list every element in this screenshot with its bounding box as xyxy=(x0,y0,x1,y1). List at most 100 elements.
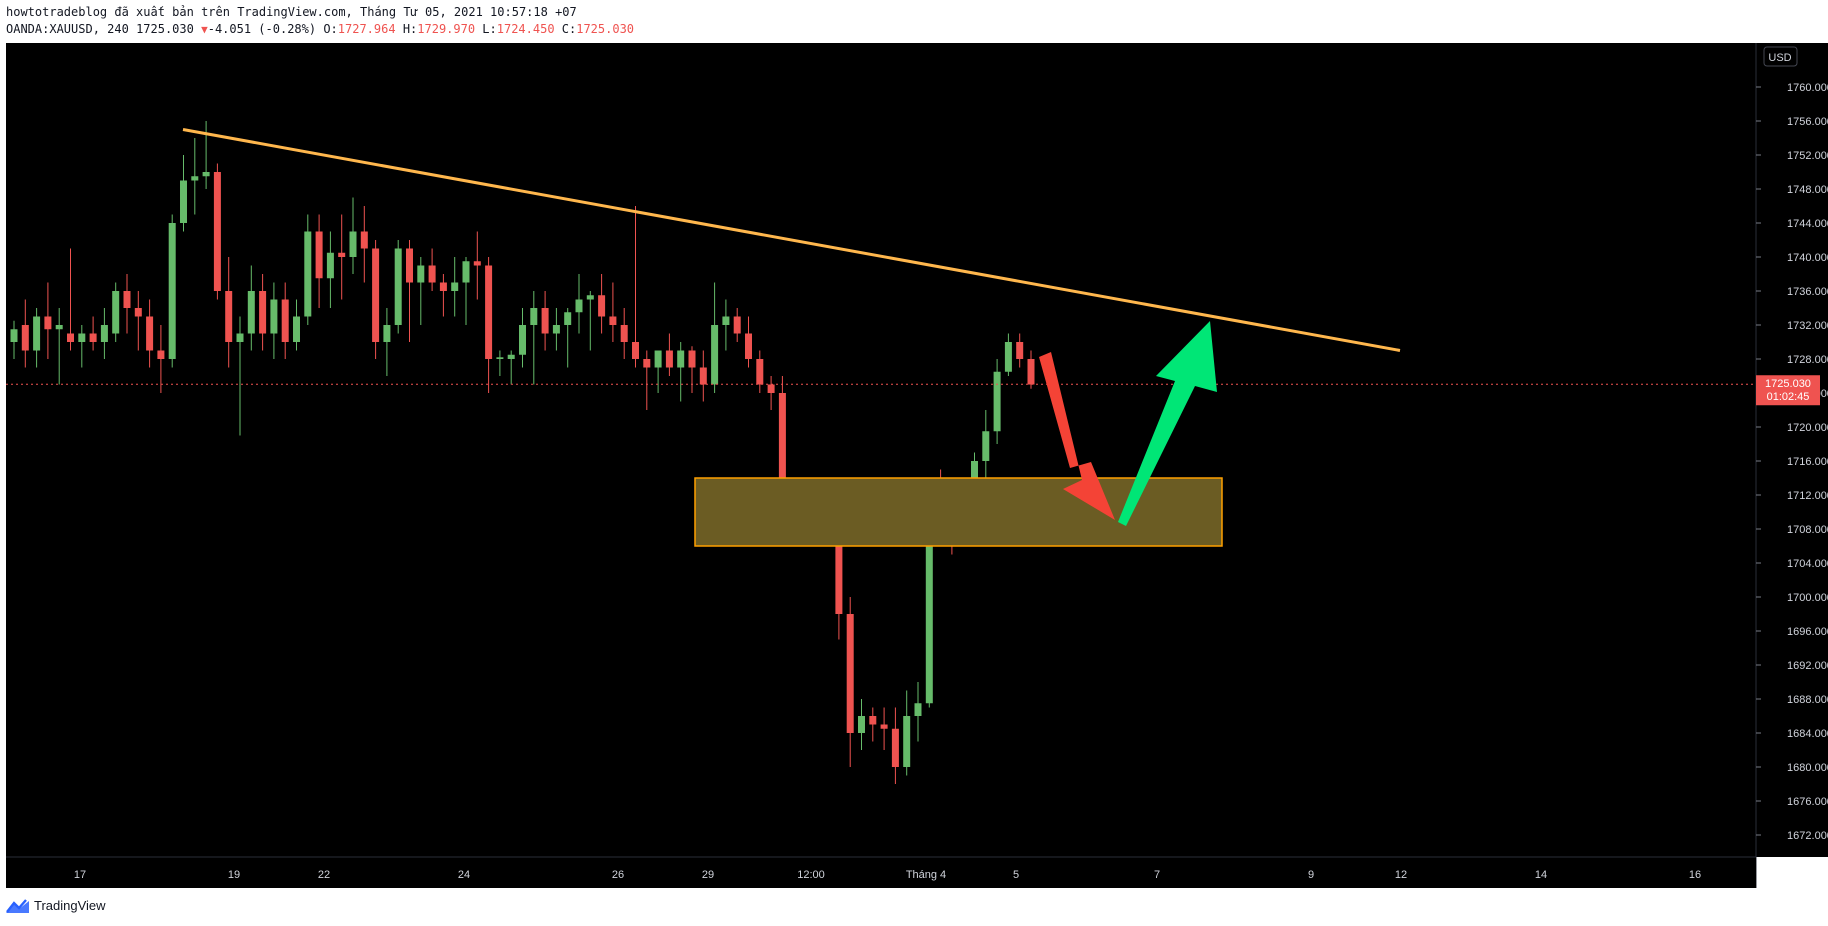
candle[interactable] xyxy=(315,214,323,309)
publish-info: howtotradeblog đã xuất bản trên TradingV… xyxy=(6,5,577,19)
candle[interactable] xyxy=(1027,350,1035,389)
plot-area[interactable] xyxy=(6,43,1756,857)
candle[interactable] xyxy=(632,206,639,368)
candle-body xyxy=(507,354,515,359)
candle[interactable] xyxy=(406,240,413,342)
candle[interactable] xyxy=(326,231,334,309)
candle[interactable] xyxy=(745,316,752,368)
candle[interactable] xyxy=(259,274,267,351)
candle[interactable] xyxy=(213,163,221,300)
candle-body xyxy=(891,728,899,767)
candle[interactable] xyxy=(293,299,300,351)
candle-body xyxy=(100,325,108,342)
candle[interactable] xyxy=(417,257,425,325)
candle[interactable] xyxy=(575,274,583,334)
candle[interactable] xyxy=(1004,333,1012,377)
candle[interactable] xyxy=(67,248,74,351)
candle[interactable] xyxy=(473,231,481,300)
price-axis[interactable] xyxy=(1756,43,1828,857)
candle[interactable] xyxy=(767,376,775,410)
candle[interactable] xyxy=(281,282,289,360)
price-tick-label: 1752.000 xyxy=(1787,150,1828,162)
candle[interactable] xyxy=(654,350,662,394)
candle-body xyxy=(722,316,730,325)
candle[interactable] xyxy=(383,308,391,376)
candle[interactable] xyxy=(643,350,651,411)
candle[interactable] xyxy=(552,308,560,351)
candle[interactable] xyxy=(880,707,888,751)
candle[interactable] xyxy=(236,316,244,436)
candle[interactable] xyxy=(914,682,922,742)
candle[interactable] xyxy=(304,214,312,326)
candle[interactable] xyxy=(123,274,131,334)
candle[interactable] xyxy=(869,707,877,742)
currency-box[interactable] xyxy=(1763,46,1798,67)
candle-body xyxy=(519,325,526,355)
candle[interactable] xyxy=(372,240,380,359)
candle[interactable] xyxy=(903,690,911,776)
candle[interactable] xyxy=(225,257,233,368)
candle[interactable] xyxy=(858,699,865,750)
candle[interactable] xyxy=(112,282,120,343)
candle[interactable] xyxy=(10,320,18,359)
candle[interactable] xyxy=(451,257,459,317)
candle[interactable] xyxy=(180,155,187,232)
candle[interactable] xyxy=(1016,333,1024,368)
candle[interactable] xyxy=(89,316,97,351)
candle[interactable] xyxy=(665,333,673,377)
candle[interactable] xyxy=(439,274,447,317)
candle[interactable] xyxy=(462,257,470,325)
candle[interactable] xyxy=(496,350,504,377)
candle[interactable] xyxy=(677,342,685,402)
candle[interactable] xyxy=(21,299,29,368)
candle[interactable] xyxy=(688,346,696,393)
candle[interactable] xyxy=(609,282,617,343)
candle-body xyxy=(10,329,18,342)
candle[interactable] xyxy=(846,597,854,767)
candle[interactable] xyxy=(44,282,52,360)
candle[interactable] xyxy=(541,291,549,351)
candle[interactable] xyxy=(134,291,142,351)
candle[interactable] xyxy=(168,214,176,368)
candle[interactable] xyxy=(891,707,899,785)
candle[interactable] xyxy=(620,308,628,359)
candle[interactable] xyxy=(507,350,515,385)
candle[interactable] xyxy=(349,197,357,275)
candle[interactable] xyxy=(699,350,707,402)
candle[interactable] xyxy=(270,282,278,360)
candle[interactable] xyxy=(191,138,199,215)
candle[interactable] xyxy=(394,240,402,334)
candle[interactable] xyxy=(756,350,764,394)
candle[interactable] xyxy=(33,308,41,368)
candle[interactable] xyxy=(519,308,526,368)
time-axis[interactable] xyxy=(6,857,1756,888)
price-tick-label: 1696.000 xyxy=(1787,626,1828,638)
candle[interactable] xyxy=(586,291,594,351)
candle[interactable] xyxy=(993,359,1001,444)
candle-body xyxy=(914,703,922,716)
tradingview-brand[interactable]: TradingView xyxy=(6,898,106,913)
candle[interactable] xyxy=(78,325,86,368)
candle[interactable] xyxy=(733,308,741,342)
candle[interactable] xyxy=(564,308,572,368)
candle[interactable] xyxy=(247,265,255,351)
candle-body xyxy=(846,614,854,733)
candle[interactable] xyxy=(530,291,538,385)
candle[interactable] xyxy=(722,299,730,351)
tradingview-name: TradingView xyxy=(34,898,106,913)
trendline[interactable] xyxy=(182,128,1401,352)
candle[interactable] xyxy=(100,308,108,359)
candle[interactable] xyxy=(55,308,63,385)
candle[interactable] xyxy=(428,248,436,292)
green-up-arrow[interactable] xyxy=(1118,321,1217,526)
candle[interactable] xyxy=(338,214,346,300)
candle[interactable] xyxy=(146,299,154,368)
time-tick-label: 16 xyxy=(1689,869,1701,881)
candle[interactable] xyxy=(598,274,606,334)
candle[interactable] xyxy=(157,325,165,393)
red-down-arrow[interactable] xyxy=(1039,352,1115,520)
candle[interactable] xyxy=(360,206,368,283)
candle[interactable] xyxy=(485,257,493,393)
candle[interactable] xyxy=(711,282,719,394)
